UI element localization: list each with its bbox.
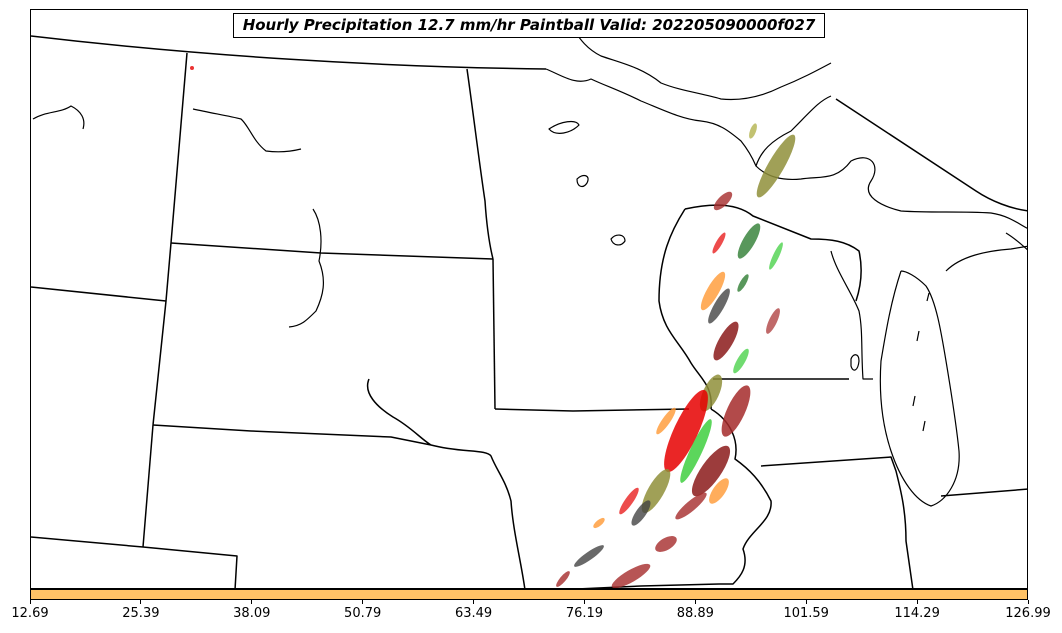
iowa-missouri-border bbox=[582, 583, 720, 588]
map-panel bbox=[30, 9, 1028, 589]
swath-red-3 bbox=[619, 487, 639, 515]
wyoming-north-border bbox=[31, 286, 167, 302]
coastlines bbox=[32, 12, 1027, 507]
swath-orange-1 bbox=[700, 271, 726, 311]
missouri-river-boundary bbox=[366, 378, 432, 446]
canada-us-border bbox=[31, 35, 547, 70]
swath-dark-red-9 bbox=[556, 571, 570, 587]
swath-dark-green-2 bbox=[737, 274, 749, 292]
lake-winnebago bbox=[850, 354, 860, 371]
colorbar-tick-label: 38.09 bbox=[233, 606, 271, 621]
minnesota-lake-2 bbox=[576, 174, 589, 188]
swath-dark-red-2 bbox=[713, 321, 739, 361]
map-svg bbox=[31, 12, 1027, 588]
state-borders bbox=[31, 35, 1027, 588]
south-dakota-west-border bbox=[152, 242, 172, 426]
swath-red-dot bbox=[190, 66, 194, 70]
colorbar-tick-label: 76.19 bbox=[565, 606, 604, 621]
lake-superior-shore bbox=[545, 68, 832, 167]
swath-dark-red-6 bbox=[675, 492, 707, 520]
michigan-upper-peninsula bbox=[755, 157, 1027, 229]
swath-orange-2 bbox=[656, 407, 676, 435]
nebraska-iowa-border bbox=[430, 444, 526, 588]
swath-red-1 bbox=[712, 232, 726, 254]
colorbar-tick-label: 114.29 bbox=[894, 606, 940, 621]
missouri-river-sd bbox=[288, 208, 325, 328]
lake-michigan-east-shore bbox=[879, 270, 960, 507]
illinois-indiana-border bbox=[760, 456, 914, 588]
swath-dark-red-7 bbox=[655, 536, 677, 552]
swath-orange-3 bbox=[709, 478, 729, 504]
swath-dark-red-5 bbox=[691, 445, 731, 497]
swath-dark-red-3 bbox=[766, 308, 780, 334]
colorbar-tick-label: 101.59 bbox=[783, 606, 829, 621]
swath-olive-1 bbox=[756, 134, 796, 198]
swath-gray-1 bbox=[708, 288, 730, 324]
precipitation-swaths bbox=[190, 66, 796, 588]
swath-green-3 bbox=[680, 419, 712, 483]
swath-red-2 bbox=[664, 389, 708, 473]
swath-gray-2 bbox=[631, 500, 651, 526]
swath-dark-red-1 bbox=[713, 191, 733, 211]
colorbar-tick bbox=[29, 600, 31, 604]
colorbar-tick bbox=[805, 600, 807, 604]
colorado-north-border bbox=[31, 536, 238, 588]
map-title: Hourly Precipitation 12.7 mm/hr Paintbal… bbox=[233, 13, 825, 38]
michigan-ohio-border bbox=[835, 98, 1027, 212]
swath-olive-2 bbox=[749, 123, 757, 139]
colorbar-tick-label: 12.69 bbox=[11, 606, 49, 621]
colorbar bbox=[30, 589, 1028, 600]
swath-dark-red-8 bbox=[611, 563, 651, 588]
colorbar-tick-label: 25.39 bbox=[122, 606, 160, 621]
lake-of-woods bbox=[548, 120, 580, 134]
colorbar-tick bbox=[140, 600, 142, 604]
colorbar-tick-label: 126.99 bbox=[1005, 606, 1051, 621]
colorbar-tick bbox=[916, 600, 918, 604]
superior-north-shore bbox=[560, 12, 832, 101]
colorbar-tick-label: 88.89 bbox=[676, 606, 714, 621]
colorbar-tick bbox=[1027, 600, 1029, 604]
lake-huron-shore bbox=[1005, 232, 1027, 251]
swath-orange-4 bbox=[593, 517, 605, 529]
missouri-river-nd bbox=[192, 108, 302, 153]
lake-michigan-west-shore bbox=[830, 250, 873, 380]
indiana-ohio-border bbox=[940, 488, 1027, 497]
swath-gray-3 bbox=[574, 545, 604, 567]
lower-michigan-thumb bbox=[945, 245, 1027, 272]
colorbar-tick-label: 50.79 bbox=[344, 606, 382, 621]
swath-green-2 bbox=[733, 348, 749, 374]
nebraska-west-border bbox=[142, 424, 154, 548]
wisconsin-michigan-border bbox=[684, 204, 862, 302]
colorbar-tick bbox=[251, 600, 253, 604]
iowa-north-border bbox=[494, 408, 690, 412]
colorbar-tick bbox=[694, 600, 696, 604]
swath-dark-green-1 bbox=[737, 223, 761, 259]
north-dakota-south-border bbox=[170, 242, 494, 260]
mississippi-river-illinois bbox=[710, 408, 772, 585]
south-dakota-south-border bbox=[152, 424, 432, 446]
michigan-dashes bbox=[912, 292, 930, 432]
minnesota-wisconsin-border bbox=[658, 208, 712, 410]
colorbar-tick bbox=[583, 600, 585, 604]
colorbar-tick-label: 63.49 bbox=[454, 606, 493, 621]
swath-green-1 bbox=[769, 242, 783, 270]
montana-dakota-border bbox=[170, 52, 188, 244]
south-dakota-east-border bbox=[492, 258, 496, 410]
colorbar-tick bbox=[362, 600, 364, 604]
colorbar-tick bbox=[473, 600, 475, 604]
swath-dark-red-4 bbox=[721, 385, 751, 437]
minnesota-lake bbox=[610, 234, 626, 246]
north-dakota-east-border bbox=[466, 68, 494, 260]
lake-winnipeg-shore bbox=[32, 105, 85, 130]
